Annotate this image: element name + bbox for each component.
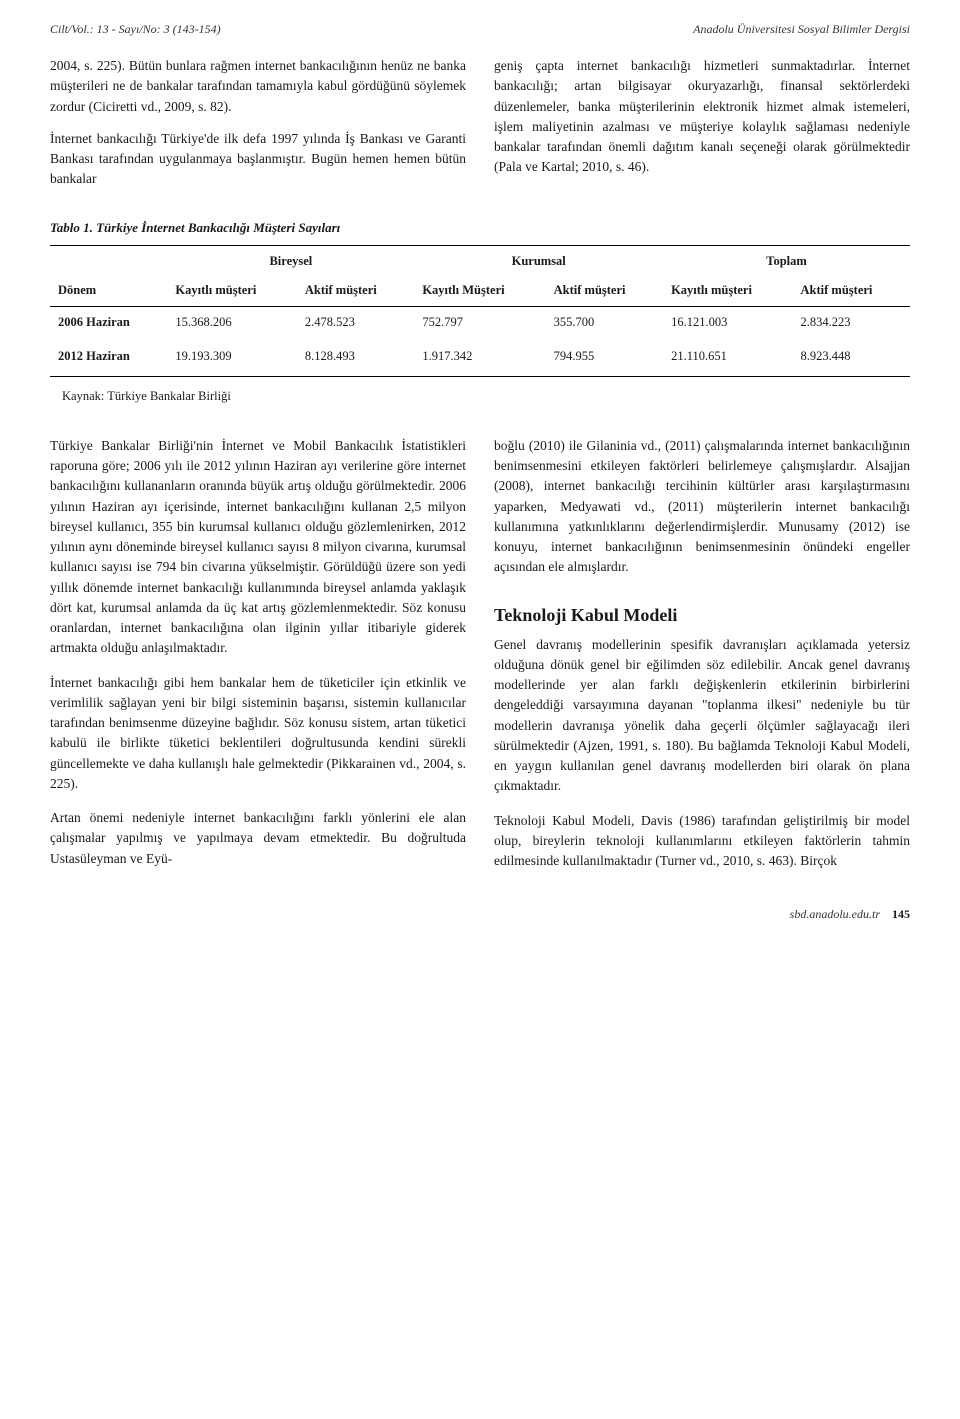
table-source: Kaynak: Türkiye Bankalar Birliği (62, 387, 910, 406)
head-aktif-1: Aktif müşteri (297, 275, 414, 306)
head-kayitli-2: Kayıtlı Müşteri (414, 275, 545, 306)
cell-donem: 2006 Haziran (50, 306, 167, 337)
head-aktif-2: Aktif müşteri (546, 275, 663, 306)
cell-donem: 2012 Haziran (50, 337, 167, 376)
page-header: Cilt/Vol.: 13 - Sayı/No: 3 (143-154) Ana… (50, 20, 910, 38)
table-row: 2006 Haziran 15.368.206 2.478.523 752.79… (50, 306, 910, 337)
superhead-kurumsal: Kurumsal (414, 246, 663, 275)
header-left: Cilt/Vol.: 13 - Sayı/No: 3 (143-154) (50, 20, 221, 38)
intro-right-p1: geniş çapta internet bankacılığı hizmetl… (494, 56, 910, 178)
cell: 15.368.206 (167, 306, 296, 337)
head-kayitli-1: Kayıtlı müşteri (167, 275, 296, 306)
cell: 8.923.448 (793, 337, 910, 376)
cell: 752.797 (414, 306, 545, 337)
body-left-p2: İnternet bankacılığı gibi hem bankalar h… (50, 673, 466, 795)
cell: 1.917.342 (414, 337, 545, 376)
footer-url: sbd.anadolu.edu.tr (790, 905, 880, 923)
footer-page-number: 145 (892, 905, 910, 923)
cell: 21.110.651 (663, 337, 792, 376)
body-right-col: boğlu (2010) ile Gilaninia vd., (2011) ç… (494, 436, 910, 872)
body-left-p1: Türkiye Bankalar Birliği'nin İnternet ve… (50, 436, 466, 659)
intro-left-p2: İnternet bankacılığı Türkiye'de ilk defa… (50, 129, 466, 190)
intro-left-p1: 2004, s. 225). Bütün bunlara rağmen inte… (50, 56, 466, 117)
head-donem: Dönem (50, 275, 167, 306)
superhead-empty (50, 246, 167, 275)
section-title: Teknoloji Kabul Modeli (494, 602, 910, 629)
superhead-bireysel: Bireysel (167, 246, 414, 275)
table-head-row: Dönem Kayıtlı müşteri Aktif müşteri Kayı… (50, 275, 910, 306)
body-left-p3: Artan önemi nedeniyle internet bankacılı… (50, 808, 466, 869)
cell: 2.834.223 (793, 306, 910, 337)
intro-right-col: geniş çapta internet bankacılığı hizmetl… (494, 56, 910, 190)
cell: 19.193.309 (167, 337, 296, 376)
head-aktif-3: Aktif müşteri (793, 275, 910, 306)
head-kayitli-3: Kayıtlı müşteri (663, 275, 792, 306)
body-right-p2: Genel davranış modellerinin spesifik dav… (494, 635, 910, 797)
intro-columns: 2004, s. 225). Bütün bunlara rağmen inte… (50, 56, 910, 190)
body-right-p1: boğlu (2010) ile Gilaninia vd., (2011) ç… (494, 436, 910, 578)
body-left-col: Türkiye Bankalar Birliği'nin İnternet ve… (50, 436, 466, 872)
data-table: Bireysel Kurumsal Toplam Dönem Kayıtlı m… (50, 245, 910, 377)
cell: 2.478.523 (297, 306, 414, 337)
cell: 355.700 (546, 306, 663, 337)
cell: 794.955 (546, 337, 663, 376)
header-right: Anadolu Üniversitesi Sosyal Bilimler Der… (693, 20, 910, 38)
table-superhead-row: Bireysel Kurumsal Toplam (50, 246, 910, 275)
superhead-toplam: Toplam (663, 246, 910, 275)
table-row: 2012 Haziran 19.193.309 8.128.493 1.917.… (50, 337, 910, 376)
cell: 16.121.003 (663, 306, 792, 337)
page-footer: sbd.anadolu.edu.tr 145 (50, 905, 910, 923)
body-columns: Türkiye Bankalar Birliği'nin İnternet ve… (50, 436, 910, 872)
cell: 8.128.493 (297, 337, 414, 376)
intro-left-col: 2004, s. 225). Bütün bunlara rağmen inte… (50, 56, 466, 190)
table-caption: Tablo 1. Türkiye İnternet Bankacılığı Mü… (50, 218, 910, 238)
body-right-p3: Teknoloji Kabul Modeli, Davis (1986) tar… (494, 811, 910, 872)
